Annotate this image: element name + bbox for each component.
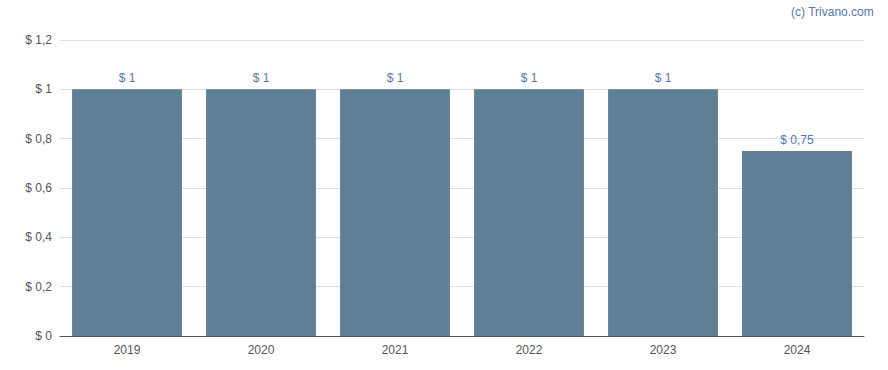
svg-text:2021: 2021 <box>382 343 409 357</box>
svg-text:2022: 2022 <box>516 343 543 357</box>
svg-text:$ 1: $ 1 <box>119 71 136 85</box>
svg-text:$ 1: $ 1 <box>521 71 538 85</box>
svg-text:$ 0,4: $ 0,4 <box>25 230 52 244</box>
svg-text:2024: 2024 <box>784 343 811 357</box>
svg-text:$ 0,6: $ 0,6 <box>25 181 52 195</box>
svg-text:$ 1,2: $ 1,2 <box>25 33 52 47</box>
svg-text:$ 0,2: $ 0,2 <box>25 280 52 294</box>
svg-text:2020: 2020 <box>248 343 275 357</box>
svg-text:$ 0,8: $ 0,8 <box>25 132 52 146</box>
svg-text:$ 0: $ 0 <box>35 329 52 343</box>
svg-text:$ 0,75: $ 0,75 <box>780 133 814 147</box>
svg-text:$ 1: $ 1 <box>253 71 270 85</box>
svg-text:$ 1: $ 1 <box>35 82 52 96</box>
svg-text:$ 1: $ 1 <box>387 71 404 85</box>
svg-text:2023: 2023 <box>650 343 677 357</box>
svg-text:2019: 2019 <box>114 343 141 357</box>
svg-text:(c) Trivano.com: (c) Trivano.com <box>791 5 874 19</box>
svg-text:$ 1: $ 1 <box>655 71 672 85</box>
